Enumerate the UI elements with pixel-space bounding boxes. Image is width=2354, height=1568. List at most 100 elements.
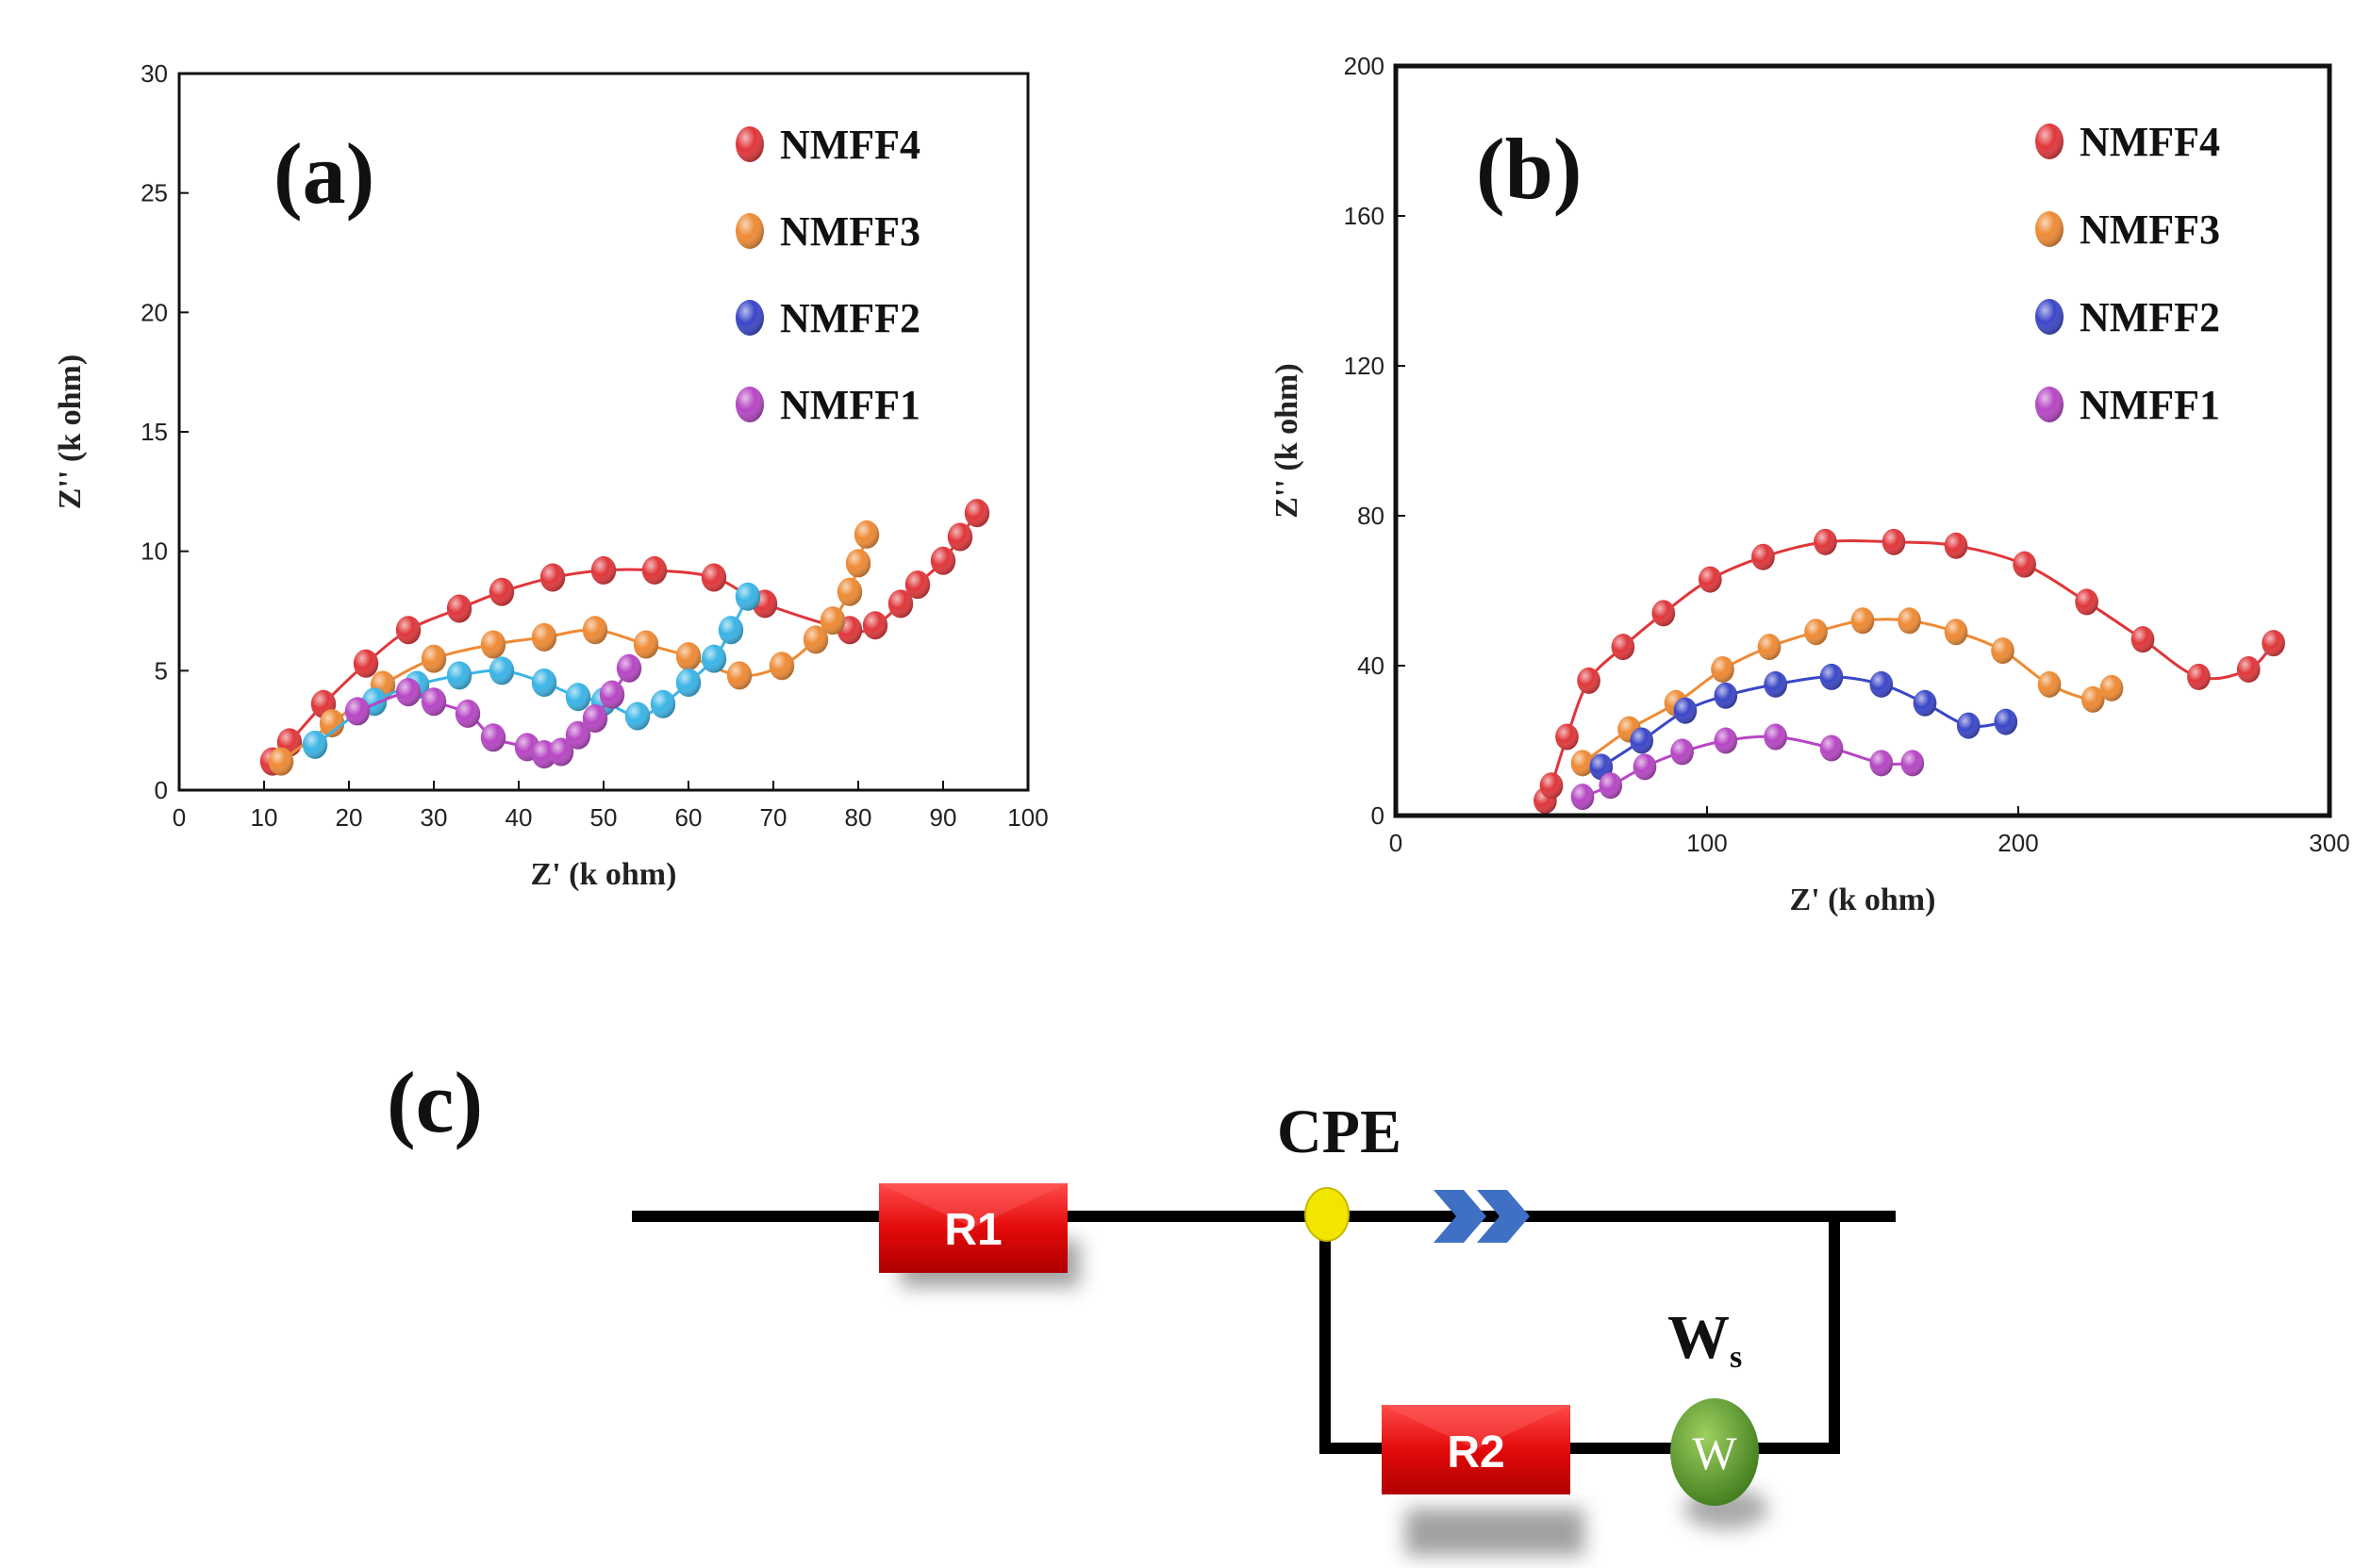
chart1-point-nmff2-9: [1994, 708, 2018, 735]
chart0-point-nmff3-7: [633, 630, 659, 659]
chart1-legend-label: NMFF1: [2080, 382, 2220, 428]
chart0-point-nmff2-12: [718, 616, 744, 645]
chart1-plot-frame: [1393, 63, 2332, 818]
chart0-point-nmff4-6: [489, 577, 515, 606]
chart0-point-nmff4-7: [539, 563, 566, 592]
chart1-point-nmff4-6: [1698, 566, 1722, 593]
cpe-node-icon: [1304, 1187, 1350, 1242]
chart1-legend-item-nmff4: NMFF4: [2035, 119, 2220, 165]
chart0-point-nmff3-12: [820, 606, 846, 635]
chart1-point-nmff1-1: [1599, 772, 1623, 800]
chart1-ytick-label: 0: [1371, 801, 1384, 830]
chart0-xtick-label: 90: [930, 803, 957, 832]
chart0-xtick-label: 30: [421, 803, 448, 832]
chart1-point-nmff3-7: [1898, 607, 1921, 635]
cpe-arrow-icon-2: [1477, 1190, 1530, 1243]
chart0-point-nmff4-9: [641, 555, 668, 585]
panel-b-chart: 0 100 200 300 0 40 80 120 160 200 Z' (k ohm) Z'' (k…: [1269, 52, 2350, 917]
chart0-legend: NMFF4 NMFF3 NMFF2 NMFF1: [736, 122, 920, 428]
chart1-legend-item-nmff1: NMFF1: [2035, 382, 2220, 428]
chart0-xtick-label: 100: [1007, 803, 1048, 832]
chart0-point-nmff1-9: [582, 704, 608, 733]
chart0-point-nmff3-5: [531, 622, 557, 652]
chart0-xtick-label: 20: [336, 803, 363, 832]
chart1-ytick-label: 40: [1357, 652, 1384, 680]
chart0-point-nmff4-17: [947, 522, 973, 552]
chart0-point-nmff3-8: [675, 642, 702, 671]
chart0-legend-label: NMFF4: [780, 122, 920, 168]
chart0-xtick-label: 0: [173, 803, 186, 832]
chart1-point-nmff1-6: [1819, 734, 1844, 762]
chart1-legend-item-nmff3: NMFF3: [2035, 206, 2220, 253]
chart1-point-nmff2-4: [1764, 670, 1787, 698]
chart1-point-nmff1-7: [1869, 750, 1894, 777]
chart0-xtick-label: 40: [506, 803, 533, 832]
chart1-point-nmff4-5: [1651, 600, 1676, 627]
chart0-xtick-label: 10: [251, 803, 278, 832]
chart1-point-nmff2-3: [1714, 682, 1738, 709]
chart1-point-nmff4-7: [1751, 543, 1775, 570]
chart0-point-nmff2-5: [531, 668, 557, 697]
chart0-point-nmff3-0: [268, 747, 294, 776]
chart1-xtick-label: 0: [1389, 829, 1402, 857]
chart0-point-nmff3-3: [421, 644, 447, 673]
chart0-point-nmff3-4: [480, 630, 506, 659]
chart0-point-nmff2-9: [650, 689, 676, 718]
chart0-legend-label: NMFF2: [780, 295, 920, 341]
chart1-series-line-nmff3: [1582, 618, 2113, 765]
chart1-ytick-label: 200: [1344, 52, 1384, 80]
resistor-r1: R1: [879, 1183, 1080, 1287]
chart0-point-nmff2-4: [489, 656, 515, 685]
chart0-xtick-label: 70: [760, 803, 787, 832]
chart1-point-nmff4-11: [2013, 551, 2036, 578]
chart1-point-nmff4-15: [2236, 655, 2261, 683]
chart1-point-nmff3-12: [2099, 674, 2124, 701]
chart0-point-nmff3-9: [726, 661, 753, 690]
chart0-point-nmff4-4: [395, 616, 422, 645]
chart0-point-nmff2-3: [446, 661, 472, 690]
chart0-legend-item-nmff3: NMFF3: [736, 208, 920, 255]
chart0-series-nmff2: [302, 582, 761, 759]
chart0-point-nmff2-0: [302, 730, 328, 759]
chart0-point-nmff1-1: [395, 678, 422, 707]
chart1-series-nmff2: [1589, 663, 2018, 781]
chart1-point-nmff1-5: [1764, 723, 1787, 751]
chart1-point-nmff3-9: [1991, 637, 2014, 665]
chart1-series-nmff3: [1570, 607, 2124, 777]
chart0-point-nmff2-10: [675, 668, 702, 697]
warburg-element: Ws W: [1667, 1303, 1768, 1529]
chart1-point-nmff3-3: [1711, 655, 1734, 683]
cpe-element: CPE: [1277, 1098, 1530, 1243]
chart1-point-nmff3-11: [2080, 685, 2105, 713]
chart1-legend-label: NMFF4: [2080, 119, 2220, 165]
chart1-point-nmff3-10: [2037, 670, 2062, 698]
chart1-series-line-nmff2: [1600, 675, 2007, 768]
chart0-series-nmff1: [344, 653, 642, 768]
chart1-point-nmff4-3: [1577, 667, 1600, 694]
chart1-series-nmff4: [1533, 528, 2285, 815]
chart1-legend-label: NMFF3: [2080, 206, 2220, 253]
chart1-panel-label: (b): [1476, 121, 1582, 217]
chart0-point-nmff3-14: [845, 549, 871, 578]
chart0-point-nmff1-10: [599, 680, 625, 709]
chart0-x-axis-title: Z' (k ohm): [531, 857, 677, 892]
chart1-y-axis-title: Z'' (k ohm): [1269, 363, 1304, 518]
chart1-x-axis-title: Z' (k ohm): [1790, 883, 1936, 917]
chart0-point-nmff1-4: [480, 723, 506, 752]
chart1-point-nmff1-0: [1570, 784, 1595, 811]
chart0-xtick-label: 50: [590, 803, 618, 832]
r2-label: R2: [1447, 1428, 1504, 1477]
warburg-symbol: W: [1692, 1427, 1737, 1479]
warburg-icon: [1670, 1398, 1759, 1506]
chart1-point-nmff4-1: [1539, 772, 1564, 800]
chart0-point-nmff1-11: [616, 653, 642, 683]
warburg-label: Ws: [1667, 1303, 1742, 1375]
chart0-point-nmff1-8: [565, 720, 591, 750]
chart0-ytick-label: 0: [155, 776, 168, 804]
chart0-legend-item-nmff1: NMFF1: [736, 382, 920, 428]
chart0-series-nmff3: [268, 520, 880, 776]
cpe-arrow-icon-1: [1434, 1190, 1486, 1243]
cpe-label: CPE: [1277, 1098, 1401, 1166]
chart0-point-nmff2-6: [565, 683, 591, 712]
chart0-xtick-label: 60: [675, 803, 703, 832]
